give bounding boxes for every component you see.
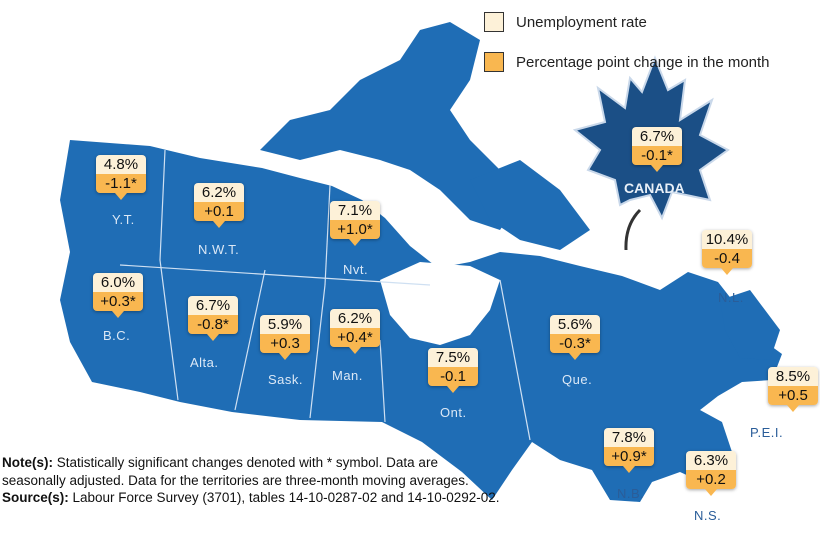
change-value: +0.2	[686, 470, 736, 496]
change-value: -0.1	[428, 367, 478, 393]
hudson-bay	[380, 262, 500, 345]
rate-value: 6.0%	[93, 273, 143, 292]
change-value: +0.9*	[604, 447, 654, 473]
region-name: N.B.	[617, 486, 645, 501]
legend-label: Unemployment rate	[516, 13, 647, 31]
borders	[119, 149, 531, 441]
change-value: -0.1*	[632, 146, 682, 172]
region-name: Sask.	[268, 372, 304, 387]
rate-value: 6.2%	[194, 183, 244, 202]
change-value: +0.3	[260, 334, 310, 360]
legend-item-change: Percentage point change in the month	[484, 52, 770, 72]
callout-alberta: 6.7% -0.8*	[188, 296, 238, 341]
region-name: Y.T.	[112, 212, 135, 227]
note-label: Note(s):	[2, 455, 53, 470]
region-name: P.E.I.	[750, 425, 784, 440]
change-value: +0.4*	[330, 328, 380, 354]
rate-value: 6.3%	[686, 451, 736, 470]
change-value: -0.3*	[550, 334, 600, 360]
rate-value: 5.6%	[550, 315, 600, 334]
region-name: N.W.T.	[198, 242, 240, 257]
rate-value: 7.1%	[330, 201, 380, 220]
callout-nwt: 6.2% +0.1	[194, 183, 244, 228]
newfoundland	[720, 290, 780, 360]
notes-block: Note(s): Statistically significant chang…	[2, 454, 502, 507]
baffin-island	[470, 160, 590, 250]
region-name: Que.	[562, 372, 593, 387]
callout-nova-scotia: 6.3% +0.2	[686, 451, 736, 496]
region-name: N.L.	[718, 290, 744, 305]
region-name: B.C.	[103, 328, 131, 343]
rate-swatch	[484, 12, 504, 32]
callout-nunavut: 7.1% +1.0*	[330, 201, 380, 246]
change-value: +0.5	[768, 386, 818, 412]
region-name: Nvt.	[343, 262, 369, 277]
rate-value: 6.7%	[632, 127, 682, 146]
callout-new-brunswick: 7.8% +0.9*	[604, 428, 654, 473]
change-value: -1.1*	[96, 174, 146, 200]
callout-ontario: 7.5% -0.1	[428, 348, 478, 393]
region-name: Ont.	[440, 405, 467, 420]
callout-saskatchewan: 5.9% +0.3	[260, 315, 310, 360]
region-name: Alta.	[190, 355, 219, 370]
legend-item-rate: Unemployment rate	[484, 12, 647, 32]
callout-manitoba: 6.2% +0.4*	[330, 309, 380, 354]
change-value: +1.0*	[330, 220, 380, 246]
change-value: +0.3*	[93, 292, 143, 318]
canada-label: CANADA	[624, 180, 685, 196]
callout-quebec: 5.6% -0.3*	[550, 315, 600, 360]
source-label: Source(s):	[2, 490, 69, 505]
region-name: Man.	[332, 368, 363, 383]
arctic-islands	[260, 22, 520, 230]
rate-value: 7.5%	[428, 348, 478, 367]
change-value: +0.1	[194, 202, 244, 228]
rate-value: 8.5%	[768, 367, 818, 386]
rate-value: 5.9%	[260, 315, 310, 334]
rate-value: 7.8%	[604, 428, 654, 447]
rate-value: 6.7%	[188, 296, 238, 315]
note-text: Statistically significant changes denote…	[2, 455, 469, 488]
rate-value: 10.4%	[702, 230, 752, 249]
source-text: Labour Force Survey (3701), tables 14-10…	[68, 490, 500, 505]
legend-label: Percentage point change in the month	[516, 53, 770, 71]
callout-bc: 6.0% +0.3*	[93, 273, 143, 318]
change-swatch	[484, 52, 504, 72]
rate-value: 6.2%	[330, 309, 380, 328]
change-value: -0.4	[702, 249, 752, 275]
callout-newfoundland: 10.4% -0.4	[702, 230, 752, 275]
rate-value: 4.8%	[96, 155, 146, 174]
callout-yukon: 4.8% -1.1*	[96, 155, 146, 200]
change-value: -0.8*	[188, 315, 238, 341]
region-name: N.S.	[694, 508, 722, 523]
callout-canada: 6.7% -0.1*	[632, 127, 682, 172]
callout-pei: 8.5% +0.5	[768, 367, 818, 412]
